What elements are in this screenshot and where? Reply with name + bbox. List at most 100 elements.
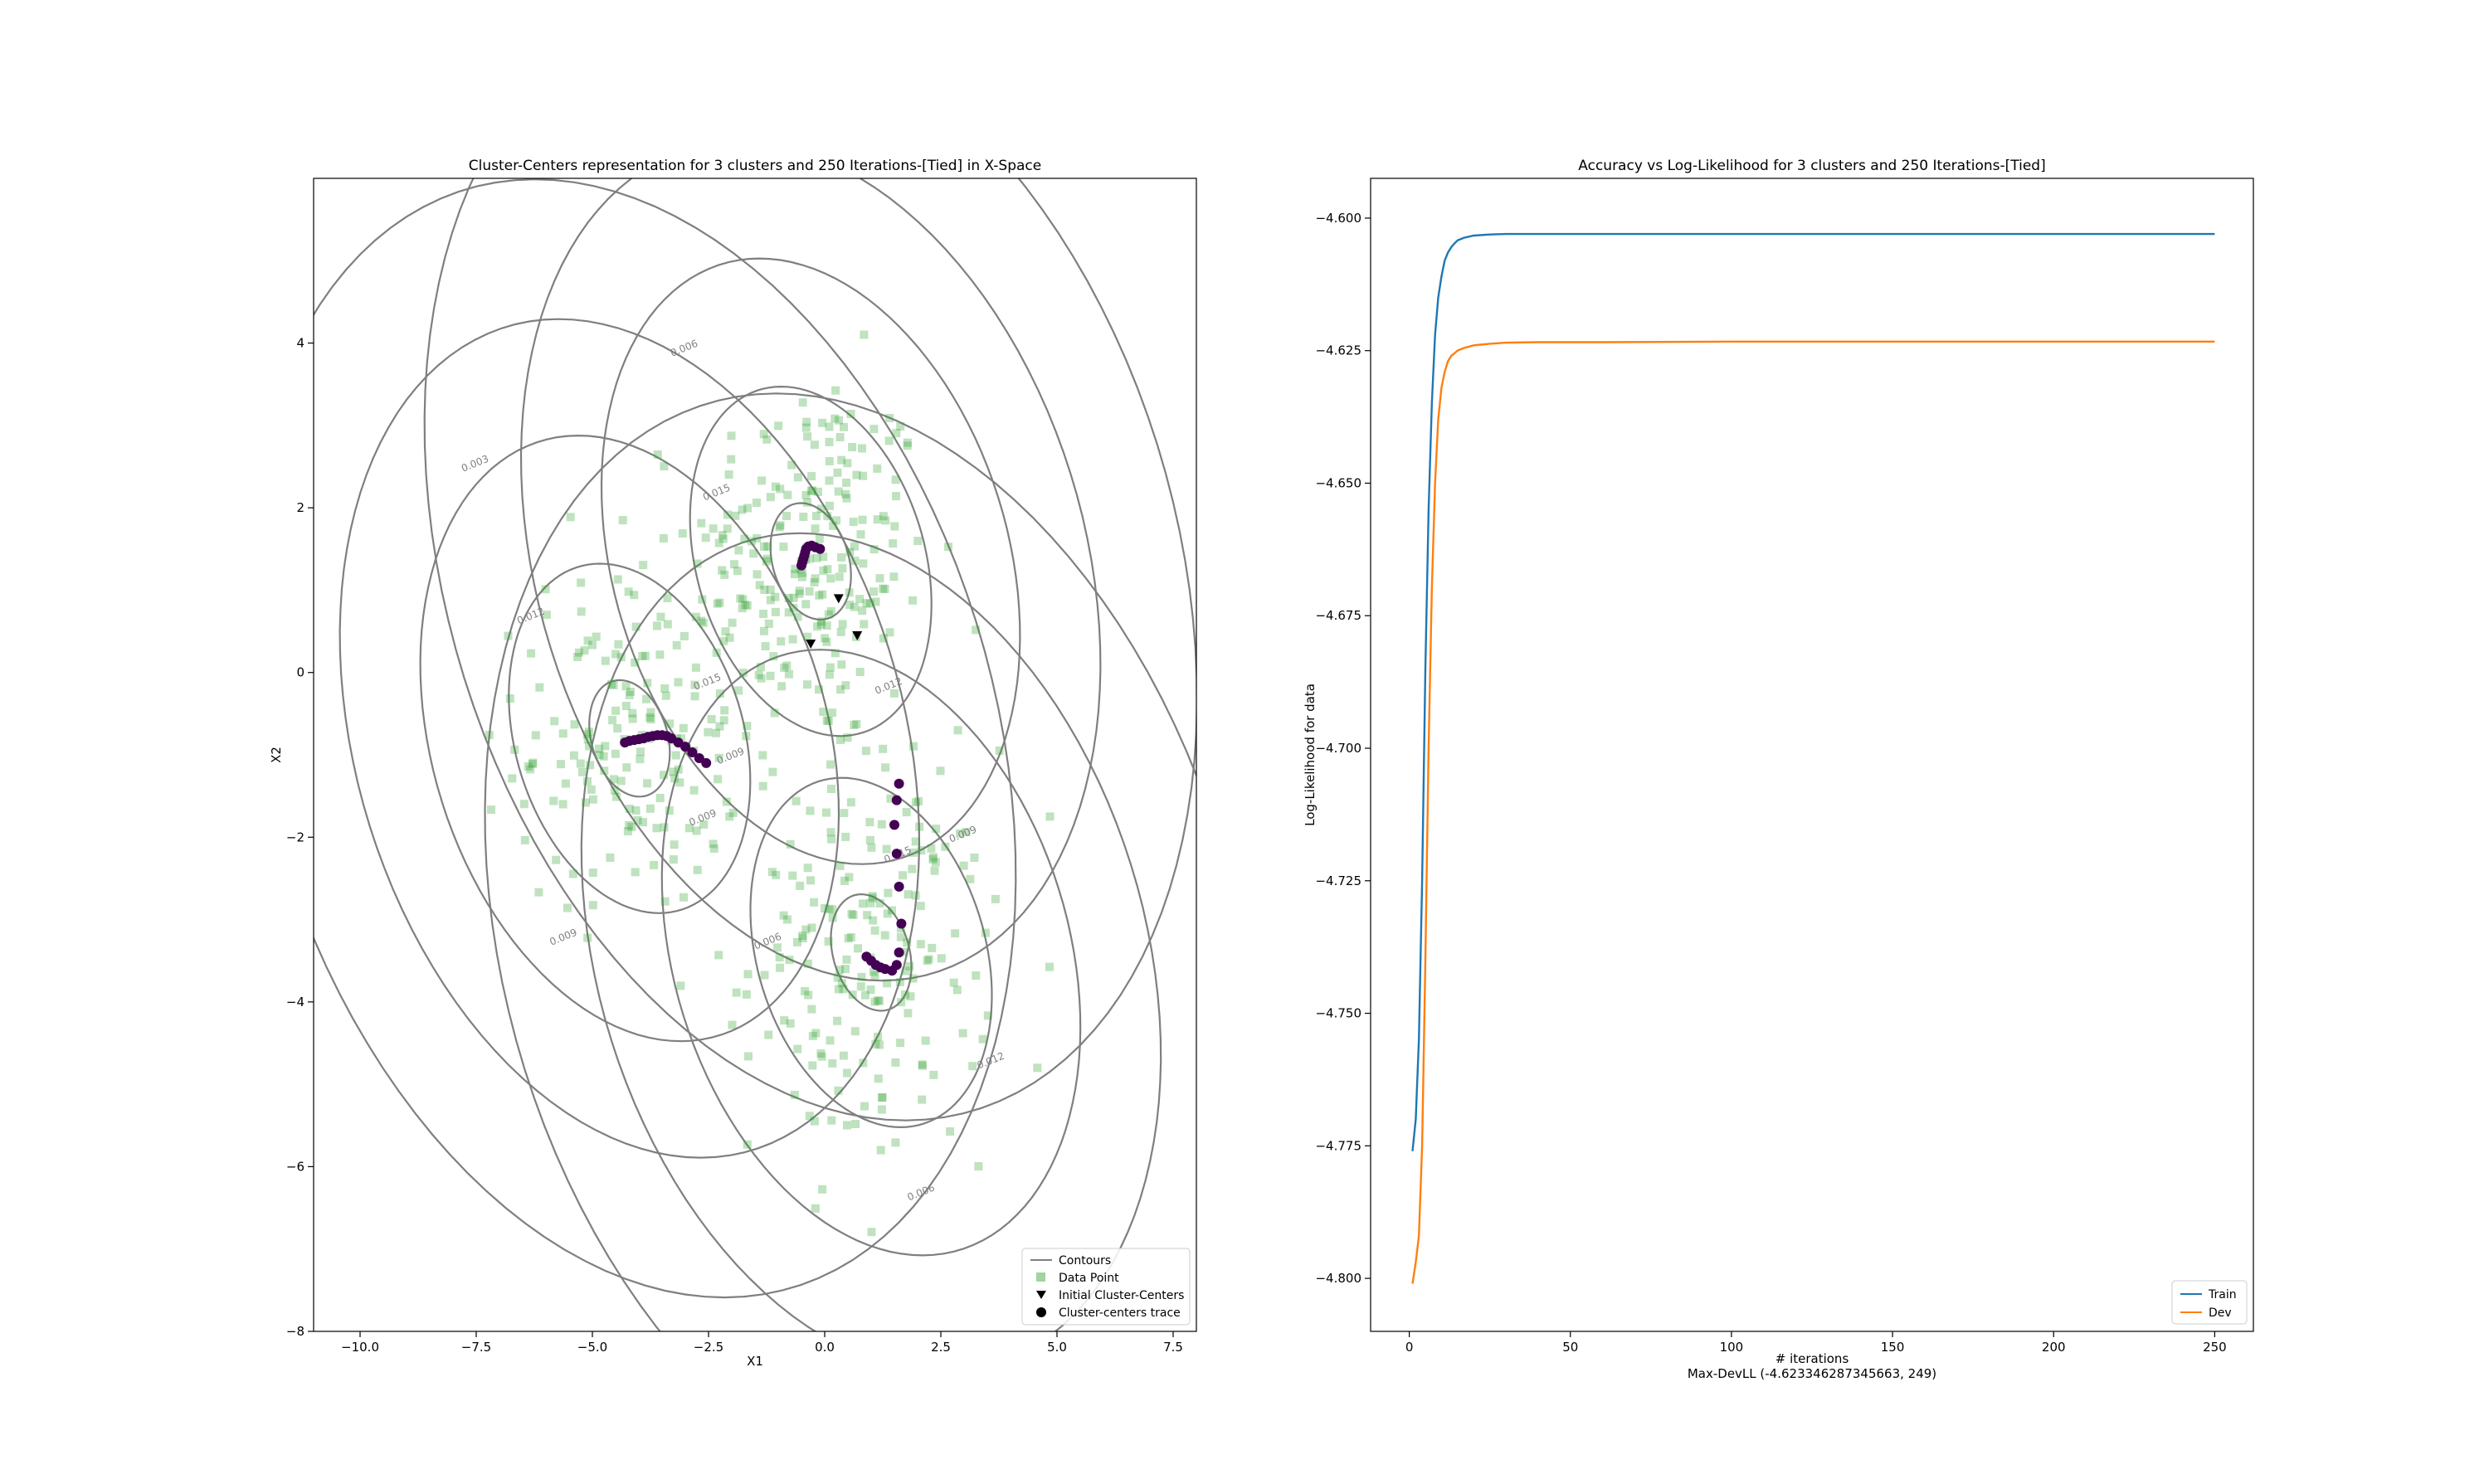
data-point	[835, 416, 844, 425]
data-point	[858, 444, 866, 453]
data-point	[679, 723, 688, 732]
data-point	[850, 721, 859, 729]
data-point	[869, 545, 879, 554]
data-point	[877, 820, 886, 829]
data-point	[528, 758, 538, 767]
data-point	[811, 1029, 821, 1038]
data-point	[707, 715, 716, 723]
contour-line-0-3	[519, 178, 1102, 982]
data-point	[769, 652, 778, 661]
contour-line-1-3	[339, 318, 921, 1159]
likelihood-y-ticks: −4.800 −4.775 −4.750 −4.725 −4.700 −4.675 −4.6…	[1315, 211, 1371, 1286]
initial-center-marker	[806, 639, 816, 649]
data-point	[753, 533, 762, 543]
data-point	[932, 825, 941, 834]
data-point	[906, 992, 915, 1001]
y-tick-label: −2	[286, 830, 304, 844]
data-point	[826, 606, 835, 615]
data-point	[916, 940, 925, 949]
data-point	[825, 457, 834, 465]
data-point	[732, 988, 741, 997]
data-point	[869, 967, 878, 976]
data-point	[881, 516, 890, 525]
data-point	[614, 640, 623, 649]
data-point	[558, 800, 567, 809]
data-point	[526, 765, 535, 774]
y-tick-label: −4.625	[1315, 343, 1361, 358]
data-point	[831, 386, 840, 395]
data-point	[880, 931, 889, 940]
data-point	[879, 744, 888, 753]
data-point	[888, 906, 896, 915]
data-point	[643, 679, 652, 688]
data-point	[660, 823, 669, 832]
data-point	[807, 472, 816, 481]
data-point	[817, 1052, 826, 1061]
x-tick-label: −2.5	[694, 1340, 723, 1355]
data-point	[842, 478, 851, 487]
legend-initial-centers-label: Initial Cluster-Centers	[1059, 1289, 1184, 1302]
data-point	[826, 828, 835, 837]
data-point	[834, 1086, 843, 1095]
data-point	[841, 681, 850, 690]
data-point	[806, 486, 816, 495]
data-point	[875, 574, 884, 583]
data-point	[583, 735, 592, 744]
data-point	[713, 599, 722, 608]
data-point	[850, 557, 860, 566]
data-point	[505, 694, 514, 703]
data-point	[535, 683, 544, 692]
data-point	[755, 581, 764, 590]
data-point	[824, 610, 833, 619]
data-point	[885, 414, 894, 422]
data-point	[855, 668, 865, 676]
data-point	[822, 716, 831, 725]
data-point	[824, 717, 833, 726]
data-point	[689, 786, 699, 795]
data-point	[784, 669, 793, 679]
data-point	[848, 990, 857, 1000]
data-point	[835, 572, 844, 581]
data-point	[762, 435, 772, 444]
data-point	[524, 762, 533, 771]
data-point	[772, 870, 781, 879]
data-point	[730, 560, 738, 569]
data-point	[789, 593, 798, 602]
data-point	[848, 443, 857, 451]
data-point	[786, 839, 795, 849]
data-point	[879, 584, 888, 593]
data-point	[595, 751, 604, 759]
data-point	[810, 898, 819, 907]
data-point	[981, 928, 990, 937]
data-point	[899, 871, 908, 880]
data-point	[801, 490, 811, 499]
data-point	[949, 978, 958, 987]
y-tick-label: −4.750	[1315, 1006, 1361, 1021]
data-point	[903, 938, 912, 947]
x-tick-label: 100	[1720, 1340, 1744, 1355]
data-point	[701, 533, 710, 543]
data-point	[633, 815, 642, 825]
data-point	[892, 492, 900, 501]
data-point	[743, 504, 753, 513]
contour-value-label: 0.015	[701, 482, 732, 504]
data-point	[655, 650, 665, 659]
data-point	[836, 627, 845, 636]
data-point	[873, 515, 882, 524]
data-point	[814, 487, 822, 496]
data-point	[588, 795, 597, 804]
data-point	[568, 869, 577, 878]
data-point	[810, 1117, 819, 1126]
data-point	[816, 504, 826, 513]
data-point	[783, 915, 792, 924]
data-point	[618, 516, 627, 525]
data-point	[849, 518, 858, 527]
data-point	[799, 513, 808, 521]
data-point	[838, 620, 847, 629]
legend-contours-label: Contours	[1059, 1254, 1111, 1267]
data-point	[889, 539, 898, 548]
data-point	[628, 714, 637, 723]
legend-trace-swatch	[1036, 1307, 1046, 1317]
data-point	[813, 622, 822, 631]
data-point	[904, 1009, 913, 1018]
